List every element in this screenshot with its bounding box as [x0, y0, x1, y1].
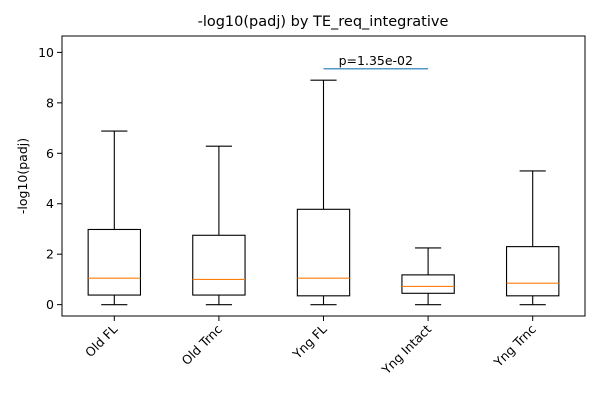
x-tick-label: Yng Intact [378, 321, 434, 377]
y-tick-label: 4 [46, 196, 54, 211]
y-axis-label: -log10(padj) [15, 138, 30, 214]
boxes-group [87, 79, 560, 306]
x-tick-label: Old Trnc [179, 321, 226, 368]
box-yng-fl [296, 79, 351, 306]
y-tick-label: 8 [46, 95, 54, 110]
box-yng-trnc [505, 170, 560, 306]
y-axis: 0 2 4 6 8 10 [38, 45, 62, 312]
x-tick-label: Yng FL [289, 321, 330, 362]
y-tick-label: 2 [46, 247, 54, 262]
x-tick-label: Yng Trnc [490, 321, 539, 370]
box-old-fl [87, 130, 142, 306]
iqr-box [87, 228, 142, 296]
x-tick-label: Old FL [82, 321, 120, 359]
chart-title: -log10(padj) by TE_req_integrative [198, 14, 449, 30]
box-yng-intact [401, 247, 455, 306]
iqr-box [401, 274, 455, 294]
x-axis: Old FL Old Trnc Yng FL Yng Intact Yng Trnc [82, 316, 539, 378]
box-old-trnc [192, 145, 246, 306]
p-value-label: p=1.35e-02 [339, 53, 413, 68]
iqr-box [192, 234, 246, 296]
iqr-box [296, 208, 351, 297]
y-tick-label: 0 [46, 297, 54, 312]
y-tick-label: 6 [46, 146, 54, 161]
iqr-box [505, 246, 560, 297]
annotations-group: p=1.35e-02 [323, 53, 429, 70]
y-tick-label: 10 [38, 45, 54, 60]
